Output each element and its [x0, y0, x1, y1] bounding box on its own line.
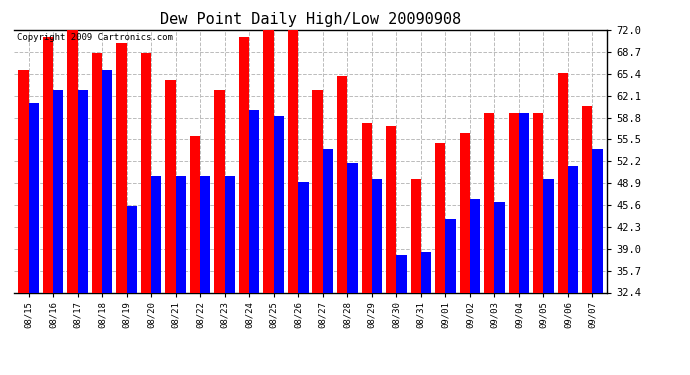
Bar [215, 90, 225, 292]
Bar [117, 43, 126, 292]
Bar [298, 183, 308, 292]
Bar [166, 80, 176, 292]
Bar [593, 149, 603, 292]
Bar [582, 106, 593, 292]
Bar [337, 76, 347, 292]
Bar [288, 30, 298, 292]
Bar [190, 136, 200, 292]
Text: Copyright 2009 Cartronics.com: Copyright 2009 Cartronics.com [17, 33, 172, 42]
Bar [484, 113, 495, 292]
Bar [92, 53, 102, 292]
Title: Dew Point Daily High/Low 20090908: Dew Point Daily High/Low 20090908 [160, 12, 461, 27]
Bar [445, 219, 455, 292]
Bar [225, 176, 235, 292]
Bar [386, 126, 396, 292]
Bar [544, 179, 554, 292]
Bar [200, 176, 210, 292]
Bar [435, 143, 445, 292]
Bar [176, 176, 186, 292]
Bar [249, 110, 259, 292]
Bar [313, 90, 323, 292]
Bar [18, 70, 28, 292]
Bar [126, 206, 137, 292]
Bar [519, 113, 529, 292]
Bar [323, 149, 333, 292]
Bar [460, 133, 470, 292]
Bar [396, 255, 406, 292]
Bar [558, 73, 568, 292]
Bar [77, 90, 88, 292]
Bar [264, 30, 274, 292]
Bar [509, 113, 519, 292]
Bar [151, 176, 161, 292]
Bar [372, 179, 382, 292]
Bar [53, 90, 63, 292]
Bar [141, 53, 151, 292]
Bar [470, 199, 480, 292]
Bar [28, 103, 39, 292]
Bar [274, 116, 284, 292]
Bar [67, 30, 77, 292]
Bar [533, 113, 544, 292]
Bar [568, 166, 578, 292]
Bar [411, 179, 421, 292]
Bar [43, 37, 53, 292]
Bar [362, 123, 372, 292]
Bar [102, 70, 112, 292]
Bar [495, 202, 504, 292]
Bar [239, 37, 249, 292]
Bar [421, 252, 431, 292]
Bar [347, 163, 357, 292]
